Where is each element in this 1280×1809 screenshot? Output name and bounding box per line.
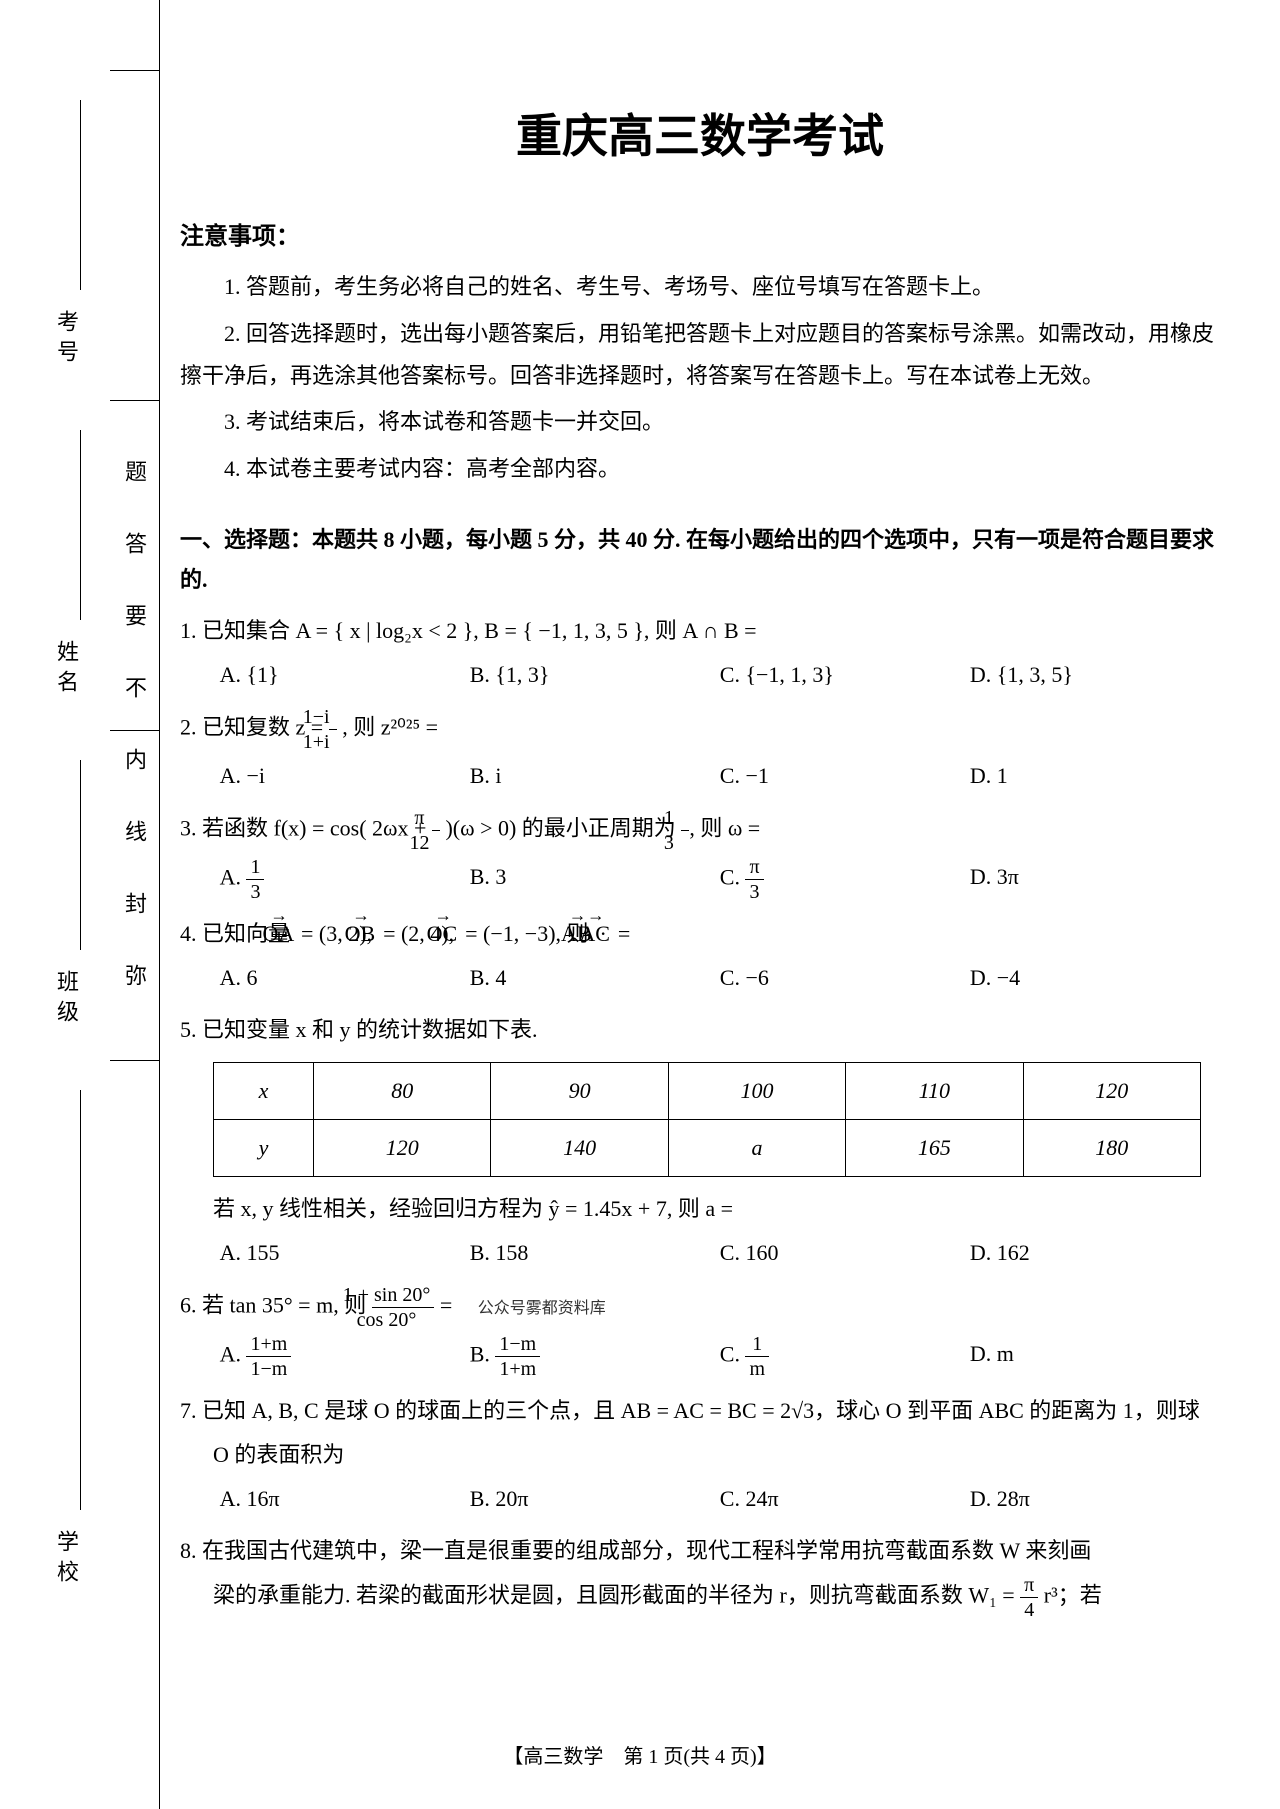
name-label: 姓名	[50, 640, 82, 700]
notice-item-1: 1. 答题前，考生务必将自己的姓名、考生号、考场号、座位号填写在答题卡上。	[180, 266, 1220, 308]
question-8: 8. 在我国古代建筑中，梁一直是很重要的组成部分，现代工程科学常用抗弯截面系数 …	[180, 1529, 1220, 1622]
q7-option-b: B. 20π	[470, 1477, 720, 1521]
question-7: 7. 已知 A, B, C 是球 O 的球面上的三个点，且 AB = AC = …	[180, 1389, 1220, 1521]
question-5: 5. 已知变量 x 和 y 的统计数据如下表. x 80 90 100 110 …	[180, 1008, 1220, 1275]
q4-option-a: A. 6	[220, 956, 470, 1000]
q3-text: 3. 若函数 f(x) = cos( 2ωx + π12 )(ω > 0) 的最…	[180, 806, 1220, 855]
exam-page: 考号 姓名 班级 学校 题答要不内线封弥 重庆高三数学考试 注意事项： 1. 答…	[0, 0, 1280, 1809]
binding-margin: 考号 姓名 班级 学校 题答要不内线封弥	[0, 0, 160, 1809]
binding-vertical-text: 题答要不内线封弥	[118, 460, 150, 1036]
question-4: 4. 已知向量 OA = (3, 2), OB = (2, 4), OC = (…	[180, 912, 1220, 1000]
q3-option-d: D. 3π	[970, 855, 1220, 904]
notice-section: 注意事项： 1. 答题前，考生务必将自己的姓名、考生号、考场号、座位号填写在答题…	[180, 216, 1220, 490]
q7-option-c: C. 24π	[720, 1477, 970, 1521]
q3-option-a: A. 13	[220, 855, 470, 904]
notice-item-2: 2. 回答选择题时，选出每小题答案后，用铅笔把答题卡上对应题目的答案标号涂黑。如…	[180, 313, 1220, 397]
page-footer: 【高三数学 第 1 页(共 4 页)】	[0, 1740, 1280, 1769]
q5-data-table: x 80 90 100 110 120 y 120 140 a 165 180	[213, 1062, 1201, 1177]
q1-option-b: B. {1, 3}	[470, 653, 720, 697]
q4-option-c: C. −6	[720, 956, 970, 1000]
table-row: x 80 90 100 110 120	[214, 1063, 1201, 1120]
question-6: 6. 若 tan 35° = m, 则 1 + sin 20°cos 20° =…	[180, 1283, 1220, 1381]
question-3: 3. 若函数 f(x) = cos( 2ωx + π12 )(ω > 0) 的最…	[180, 806, 1220, 904]
q2-option-a: A. −i	[220, 754, 470, 798]
q5-options: A. 155 B. 158 C. 160 D. 162	[180, 1231, 1220, 1275]
q6-note: 公众号雾都资料库	[478, 1300, 606, 1317]
q4-option-b: B. 4	[470, 956, 720, 1000]
school-label: 学校	[50, 1530, 82, 1590]
q7-options: A. 16π B. 20π C. 24π D. 28π	[180, 1477, 1220, 1521]
exam-title: 重庆高三数学考试	[180, 100, 1220, 166]
q1-options: A. {1} B. {1, 3} C. {−1, 1, 3} D. {1, 3,…	[180, 653, 1220, 697]
q5-option-c: C. 160	[720, 1231, 970, 1275]
class-label: 班级	[50, 970, 82, 1030]
q2-option-d: D. 1	[970, 754, 1220, 798]
table-row: y 120 140 a 165 180	[214, 1120, 1201, 1177]
notice-header: 注意事项：	[180, 216, 1220, 251]
q6-option-a: A. 1+m1−m	[220, 1332, 470, 1381]
q2-text: 2. 已知复数 z = 1−i1+i , 则 z²⁰²⁵ =	[180, 705, 1220, 754]
question-2: 2. 已知复数 z = 1−i1+i , 则 z²⁰²⁵ = A. −i B. …	[180, 705, 1220, 798]
q3-option-c: C. π3	[720, 855, 970, 904]
q4-options: A. 6 B. 4 C. −6 D. −4	[180, 956, 1220, 1000]
notice-item-3: 3. 考试结束后，将本试卷和答题卡一并交回。	[180, 401, 1220, 443]
q5-option-b: B. 158	[470, 1231, 720, 1275]
q7-text: 7. 已知 A, B, C 是球 O 的球面上的三个点，且 AB = AC = …	[180, 1389, 1220, 1477]
q4-option-d: D. −4	[970, 956, 1220, 1000]
q7-option-d: D. 28π	[970, 1477, 1220, 1521]
q8-line1: 8. 在我国古代建筑中，梁一直是很重要的组成部分，现代工程科学常用抗弯截面系数 …	[180, 1529, 1220, 1573]
q5-option-d: D. 162	[970, 1231, 1220, 1275]
q1-text: 1. 已知集合 A = { x | log₂x < 2 }, B = { −1,…	[180, 609, 1220, 653]
notice-item-4: 4. 本试卷主要考试内容：高考全部内容。	[180, 448, 1220, 490]
q1-option-a: A. {1}	[220, 653, 470, 697]
q4-text: 4. 已知向量 OA = (3, 2), OB = (2, 4), OC = (…	[180, 912, 1220, 956]
q6-option-d: D. m	[970, 1332, 1220, 1381]
q3-option-b: B. 3	[470, 855, 720, 904]
q6-option-c: C. 1m	[720, 1332, 970, 1381]
q1-option-d: D. {1, 3, 5}	[970, 653, 1220, 697]
q1-option-c: C. {−1, 1, 3}	[720, 653, 970, 697]
q8-line2: 梁的承重能力. 若梁的截面形状是圆，且圆形截面的半径为 r，则抗弯截面系数 W₁…	[180, 1573, 1220, 1622]
q2-option-c: C. −1	[720, 754, 970, 798]
q5-text: 5. 已知变量 x 和 y 的统计数据如下表.	[180, 1008, 1220, 1052]
q2-option-b: B. i	[470, 754, 720, 798]
q5-option-a: A. 155	[220, 1231, 470, 1275]
q2-options: A. −i B. i C. −1 D. 1	[180, 754, 1220, 798]
q7-option-a: A. 16π	[220, 1477, 470, 1521]
section-1-header: 一、选择题：本题共 8 小题，每小题 5 分，共 40 分. 在每小题给出的四个…	[180, 520, 1220, 599]
q6-option-b: B. 1−m1+m	[470, 1332, 720, 1381]
q6-options: A. 1+m1−m B. 1−m1+m C. 1m D. m	[180, 1332, 1220, 1381]
q2-fraction: 1−i1+i	[329, 705, 337, 754]
exam-number-label: 考号	[50, 310, 82, 370]
question-1: 1. 已知集合 A = { x | log₂x < 2 }, B = { −1,…	[180, 609, 1220, 697]
q5-post: 若 x, y 线性相关，经验回归方程为 ŷ = 1.45x + 7, 则 a =	[180, 1187, 1220, 1231]
q3-options: A. 13 B. 3 C. π3 D. 3π	[180, 855, 1220, 904]
q6-text: 6. 若 tan 35° = m, 则 1 + sin 20°cos 20° =…	[180, 1283, 1220, 1332]
